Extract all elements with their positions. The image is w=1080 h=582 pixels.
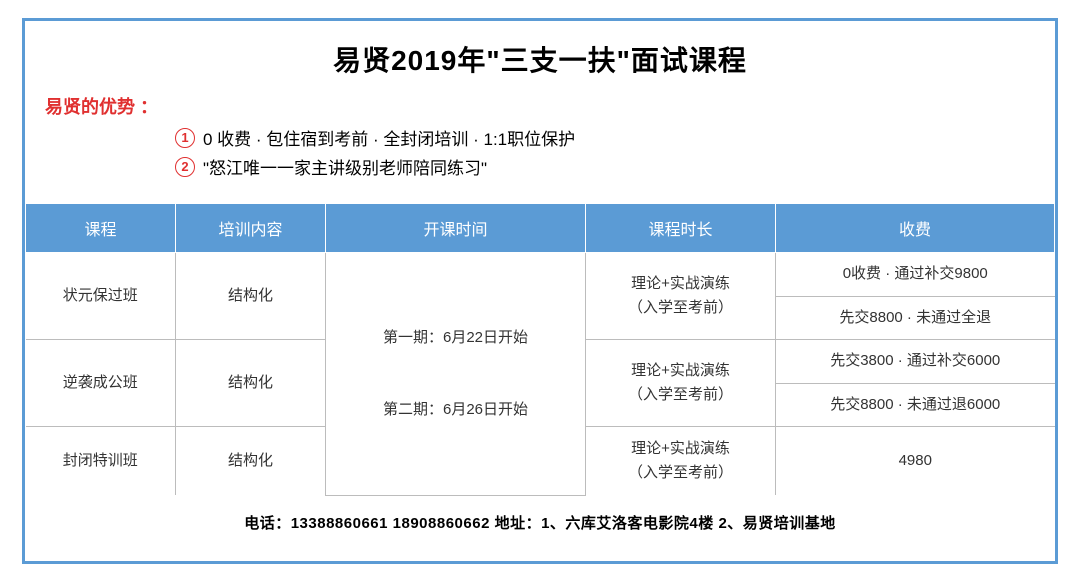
header-duration: 课程时长 [586,204,776,253]
table-header-row: 课程 培训内容 开课时间 课程时长 收费 [26,204,1055,253]
footer-contact: 电话：13388860661 18908860662 地址：1、六库艾洛客电影院… [25,496,1055,533]
header-course: 课程 [26,204,176,253]
advantages-section: 易贤的优势 ： 1 0 收费 · 包住宿到考前 · 全封闭培训 · 1:1职位保… [25,93,1055,193]
cell-fee: 4980 [776,427,1055,496]
header-content: 培训内容 [176,204,326,253]
cell-duration: 理论+实战演练（入学至考前） [586,427,776,496]
cell-content: 结构化 [176,253,326,340]
cell-fee: 先交8800 · 未通过退6000 [776,383,1055,427]
advantage-item-1: 1 0 收费 · 包住宿到考前 · 全封闭培训 · 1:1职位保护 [45,125,1035,150]
course-table: 课程 培训内容 开课时间 课程时长 收费 状元保过班 结构化 第一期：6月22日… [25,203,1055,496]
cell-time-merged: 第一期：6月22日开始第二期：6月26日开始 [326,253,586,496]
advantages-label: 易贤的优势 ： [45,93,1035,119]
cell-fee: 先交8800 · 未通过全退 [776,296,1055,340]
advantage-text-1: 0 收费 · 包住宿到考前 · 全封闭培训 · 1:1职位保护 [203,125,575,150]
cell-duration: 理论+实战演练（入学至考前） [586,253,776,340]
cell-course: 逆袭成公班 [26,340,176,427]
header-time: 开课时间 [326,204,586,253]
cell-content: 结构化 [176,427,326,496]
document-container: 易贤2019年"三支一扶"面试课程 易贤的优势 ： 1 0 收费 · 包住宿到考… [22,18,1058,564]
advantage-item-2: 2 "怒江唯一一家主讲级别老师陪同练习" [45,154,1035,179]
advantage-text-2: "怒江唯一一家主讲级别老师陪同练习" [203,154,487,179]
cell-fee: 先交3800 · 通过补交6000 [776,340,1055,384]
cell-course: 状元保过班 [26,253,176,340]
cell-duration: 理论+实战演练（入学至考前） [586,340,776,427]
header-fee: 收费 [776,204,1055,253]
table-row: 状元保过班 结构化 第一期：6月22日开始第二期：6月26日开始 理论+实战演练… [26,253,1055,297]
numbered-badge-2: 2 [175,157,195,177]
numbered-badge-1: 1 [175,128,195,148]
page-title: 易贤2019年"三支一扶"面试课程 [25,21,1055,93]
cell-course: 封闭特训班 [26,427,176,496]
cell-content: 结构化 [176,340,326,427]
cell-fee: 0收费 · 通过补交9800 [776,253,1055,297]
